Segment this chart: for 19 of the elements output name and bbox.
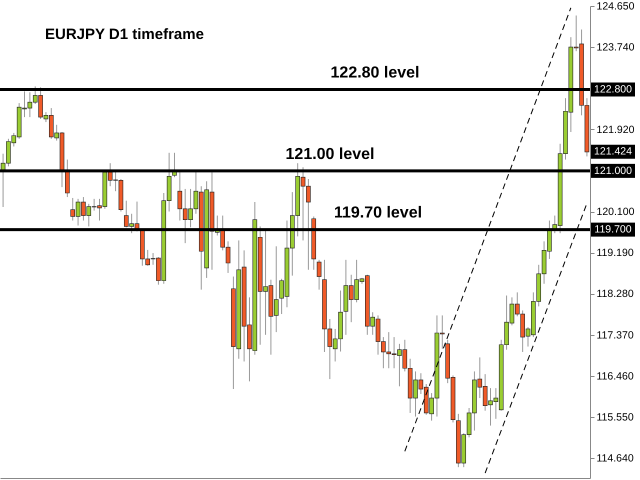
y-tick-label: 114.640: [596, 452, 634, 465]
y-tick-label: 116.460: [596, 370, 634, 382]
ref-line-label: 119.70 level: [334, 204, 422, 222]
candlestick: [316, 259, 322, 290]
y-tick-label: 119.190: [596, 247, 634, 260]
y-tick-label: 118.280: [596, 288, 634, 300]
ref-line-label: 122.80 level: [330, 64, 420, 82]
y-tick-label: 123.740: [596, 42, 635, 54]
annotation: 119.700: [594, 224, 632, 236]
ref-line-label: 121.00 level: [286, 146, 374, 163]
annotation: 121.424: [594, 146, 632, 158]
y-tick-label: 124.650: [596, 0, 635, 12]
annotation: 121.000: [594, 164, 632, 177]
text: EURJPY D1 timeframe: [45, 26, 204, 43]
annotation: 122.800: [594, 84, 632, 96]
y-tick-label: 117.370: [596, 329, 634, 342]
y-tick-label: 115.550: [596, 412, 634, 424]
y-tick-label: 120.100: [596, 206, 635, 218]
y-tick-label: 121.920: [596, 124, 635, 136]
